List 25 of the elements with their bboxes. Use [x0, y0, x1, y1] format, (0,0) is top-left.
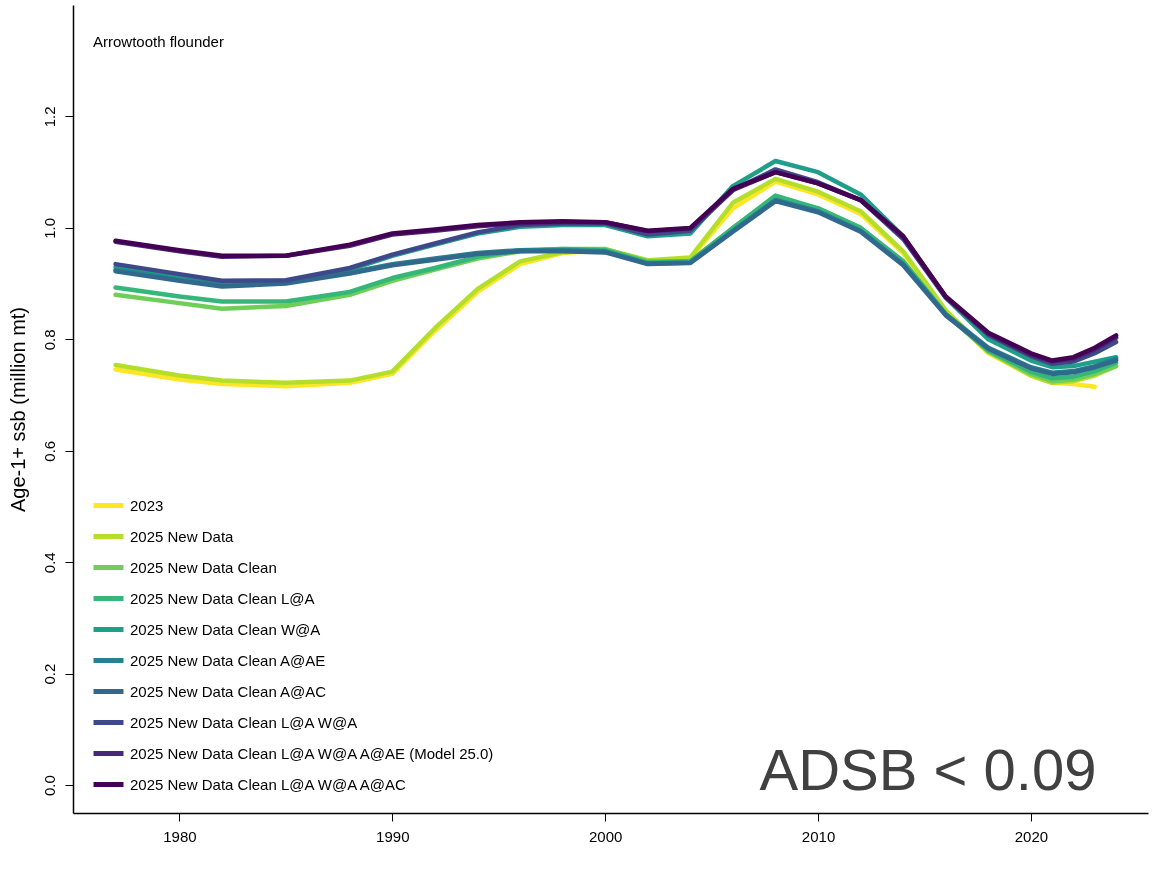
x-tick-label: 2010: [801, 827, 836, 845]
x-tick-label: 1990: [376, 827, 410, 845]
y-axis-title: Age-1+ ssb (million mt): [6, 306, 29, 513]
legend-label: 2025 New Data Clean L@A W@A A@AE (Model 25.0): [130, 744, 494, 762]
y-tick-label: 0.4: [40, 552, 58, 574]
annotation: ADSB < 0.09: [759, 737, 1097, 802]
legend-label: 2025 New Data Clean L@A W@A: [130, 713, 358, 731]
legend-label: 2025 New Data Clean L@A: [130, 589, 315, 607]
legend-label: 2025 New Data Clean: [130, 558, 277, 576]
y-tick-label: 0.2: [40, 663, 58, 685]
legend-label: 2023: [130, 496, 164, 514]
x-tick-label: 2000: [588, 827, 623, 845]
x-tick-label: 2020: [1014, 827, 1049, 845]
x-tick-label: 1980: [163, 827, 197, 845]
y-tick-label: 0.8: [40, 329, 58, 351]
annotation: Arrowtooth flounder: [93, 33, 224, 50]
legend-label: 2025 New Data Clean A@AC: [130, 682, 327, 700]
y-tick-label: 0.0: [40, 775, 58, 797]
legend-label: 2025 New Data Clean W@A: [130, 620, 321, 638]
legend-label: 2025 New Data Clean A@AE: [130, 651, 326, 669]
legend-label: 2025 New Data Clean L@A W@A A@AC: [130, 775, 406, 793]
y-tick-label: 0.6: [40, 440, 58, 462]
legend-label: 2025 New Data: [130, 527, 235, 545]
y-tick-label: 1.2: [40, 106, 58, 128]
y-tick-label: 1.0: [40, 217, 58, 239]
